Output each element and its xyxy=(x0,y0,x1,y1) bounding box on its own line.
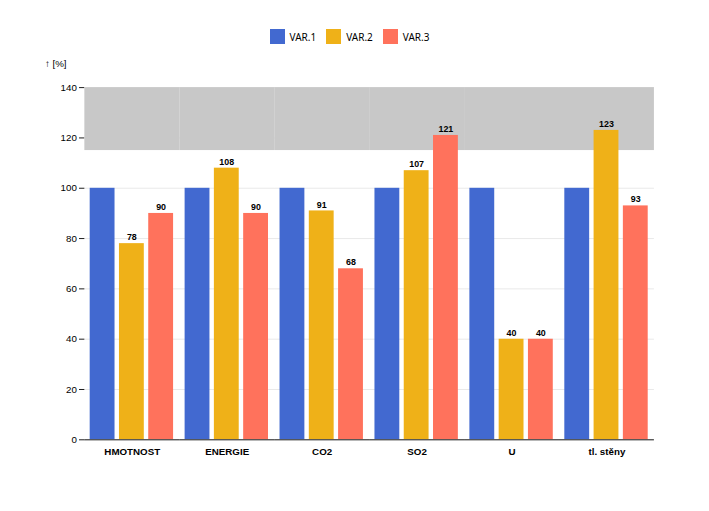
html-text:VAR.1: VAR.1 xyxy=(289,29,317,44)
svg-text:120: 120 xyxy=(61,132,78,143)
svg-text:68: 68 xyxy=(346,257,356,267)
svg-text:0: 0 xyxy=(71,434,77,445)
svg-text:90: 90 xyxy=(156,202,166,212)
svg-text:HMOTNOST: HMOTNOST xyxy=(104,446,160,457)
svg-text:U: U xyxy=(508,446,515,457)
svg-text:90: 90 xyxy=(251,202,261,212)
svg-text:CO2: CO2 xyxy=(312,446,333,457)
svg-text:40: 40 xyxy=(66,333,77,344)
svg-text:78: 78 xyxy=(127,232,137,242)
svg-text:108: 108 xyxy=(219,157,234,167)
svg-text:123: 123 xyxy=(599,119,614,129)
svg-text:↑ [%]: ↑ [%] xyxy=(45,58,67,69)
html-text:VAR.3: VAR.3 xyxy=(402,29,430,44)
svg-text:93: 93 xyxy=(631,194,641,204)
svg-text:60: 60 xyxy=(66,283,77,294)
svg-text:20: 20 xyxy=(66,384,77,395)
svg-text:80: 80 xyxy=(66,233,77,244)
svg-text:121: 121 xyxy=(438,124,453,134)
svg-text:SO2: SO2 xyxy=(407,446,427,457)
svg-text:107: 107 xyxy=(409,159,424,169)
svg-text:tl. stěny: tl. stěny xyxy=(588,446,625,457)
svg-text:40: 40 xyxy=(507,328,517,338)
svg-text:100: 100 xyxy=(61,182,78,193)
html-text:VAR.2: VAR.2 xyxy=(346,29,373,44)
svg-text:91: 91 xyxy=(317,200,327,210)
svg-text:ENERGIE: ENERGIE xyxy=(205,446,249,457)
svg-text:140: 140 xyxy=(61,82,78,93)
svg-text:40: 40 xyxy=(536,328,546,338)
